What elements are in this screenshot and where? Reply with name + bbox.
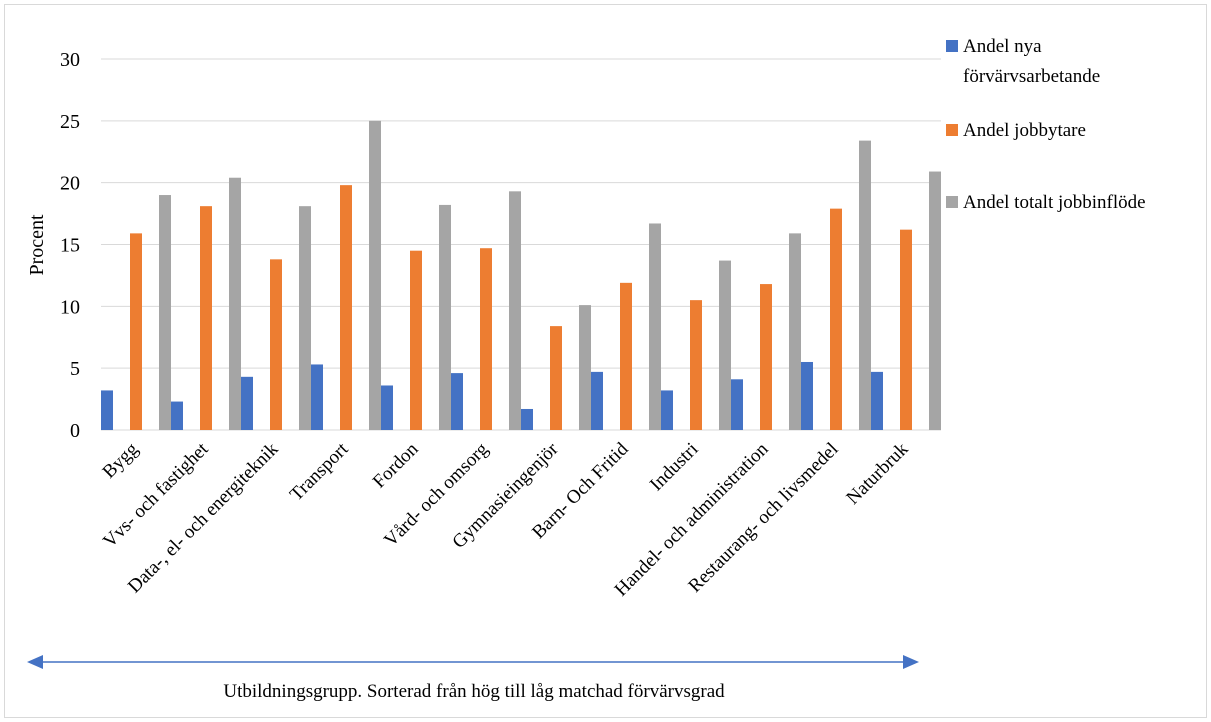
bar [509,191,521,430]
bar [690,300,702,430]
bar [859,140,871,430]
bar [369,120,381,430]
bar [299,206,311,430]
y-axis-label: Procent [26,214,48,276]
bar [270,259,282,430]
x-category-label: Bygg [99,438,143,482]
y-tick-label: 15 [60,235,80,257]
x-category-label: Naturbruk [842,438,912,508]
bar [130,233,142,430]
legend-label: förvärvsarbetande [963,66,1100,87]
y-tick-label: 5 [70,358,80,380]
bar [550,326,562,430]
legend-label: Andel jobbytare [963,120,1086,141]
bar [871,371,883,430]
bar [830,208,842,430]
bar [719,260,731,430]
bar [789,233,801,430]
legend-swatch [946,124,958,136]
legend-swatch [946,40,958,52]
bar [311,364,323,430]
bar [900,229,912,430]
arrow-head-right [903,655,919,669]
bar [410,250,422,430]
y-tick-label: 30 [60,49,80,71]
bar [171,401,183,430]
direction-arrow [27,655,919,669]
y-tick-label: 20 [60,173,80,195]
legend: Andel nya förvärvsarbetande Andel jobbytar… [946,36,1146,213]
chart-frame [4,4,1207,718]
bars [101,120,941,430]
bar [929,171,941,430]
bar [649,223,661,430]
bar [381,385,393,430]
x-category-label: Fordon [369,438,423,492]
bar [101,390,113,430]
bar [159,195,171,430]
x-category-label: Transport [286,438,353,505]
y-tick-label: 10 [60,296,80,318]
bar [241,376,253,430]
bar [521,408,533,430]
legend-swatch [946,196,958,208]
arrow-head-left [27,655,43,669]
x-category-label: Industri [646,439,703,496]
bar [591,371,603,430]
bar [439,204,451,430]
bar [200,206,212,430]
x-axis-caption: Utbildningsgrupp. Sorterad från hög till… [223,681,725,702]
bar [801,361,813,430]
bar [760,284,772,430]
bar [340,185,352,430]
legend-label: Andel nya [963,36,1042,57]
bar [620,282,632,430]
y-axis-ticks: 0 5 10 15 20 25 30 [60,49,80,442]
bar [451,373,463,430]
bar [480,248,492,430]
legend-label: Andel totalt jobbinflöde [963,192,1146,213]
bar [579,305,591,430]
y-tick-label: 25 [60,111,80,133]
y-tick-label: 0 [70,420,80,442]
bar [661,390,673,430]
bar [229,177,241,430]
bar [731,379,743,430]
